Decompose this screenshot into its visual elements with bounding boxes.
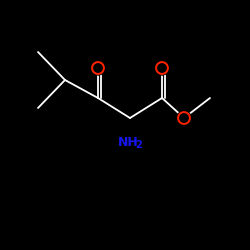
Circle shape <box>180 114 188 122</box>
Circle shape <box>158 64 166 72</box>
Text: 2: 2 <box>136 140 142 150</box>
Circle shape <box>177 111 191 125</box>
Text: NH: NH <box>118 136 139 148</box>
Circle shape <box>94 64 102 72</box>
Circle shape <box>91 61 105 75</box>
Circle shape <box>155 61 169 75</box>
